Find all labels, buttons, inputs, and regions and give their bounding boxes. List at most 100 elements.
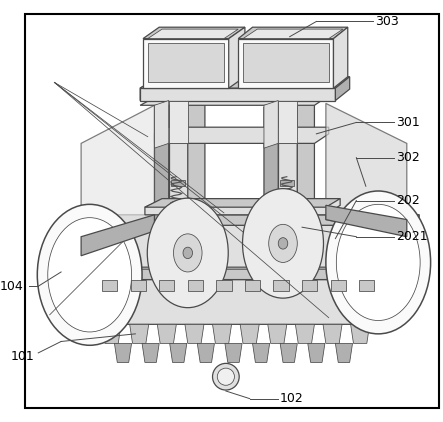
Ellipse shape — [242, 189, 323, 298]
Polygon shape — [359, 279, 374, 291]
Polygon shape — [350, 325, 369, 344]
Polygon shape — [280, 180, 295, 186]
Polygon shape — [213, 325, 232, 344]
Polygon shape — [148, 29, 238, 39]
Ellipse shape — [37, 204, 142, 345]
Polygon shape — [264, 100, 278, 148]
Polygon shape — [131, 279, 146, 291]
Polygon shape — [145, 199, 340, 207]
Polygon shape — [95, 215, 407, 225]
Polygon shape — [334, 27, 348, 88]
Polygon shape — [145, 199, 340, 215]
Polygon shape — [188, 279, 203, 291]
Polygon shape — [326, 103, 407, 237]
Polygon shape — [88, 279, 388, 325]
Polygon shape — [373, 299, 392, 310]
Text: 301: 301 — [396, 116, 420, 129]
Polygon shape — [102, 325, 121, 344]
Polygon shape — [264, 100, 278, 231]
Polygon shape — [268, 325, 287, 344]
Polygon shape — [323, 325, 342, 344]
Polygon shape — [155, 127, 329, 143]
Polygon shape — [102, 279, 117, 291]
Polygon shape — [278, 100, 297, 225]
Polygon shape — [278, 100, 297, 143]
Polygon shape — [240, 325, 259, 344]
Polygon shape — [69, 237, 81, 265]
Polygon shape — [245, 279, 260, 291]
Polygon shape — [143, 39, 229, 88]
Text: 102: 102 — [280, 392, 304, 405]
Polygon shape — [326, 205, 407, 237]
Polygon shape — [197, 344, 214, 362]
Polygon shape — [392, 215, 407, 247]
Text: 104: 104 — [0, 280, 23, 293]
Polygon shape — [373, 269, 388, 303]
Polygon shape — [142, 344, 159, 362]
Polygon shape — [81, 225, 407, 267]
Polygon shape — [373, 316, 392, 327]
Polygon shape — [114, 344, 132, 362]
Polygon shape — [407, 215, 419, 243]
Polygon shape — [335, 77, 350, 100]
Polygon shape — [169, 100, 188, 143]
Ellipse shape — [336, 204, 420, 321]
Polygon shape — [81, 215, 155, 256]
Ellipse shape — [213, 363, 239, 390]
Polygon shape — [188, 91, 205, 225]
Polygon shape — [140, 88, 329, 105]
Polygon shape — [297, 91, 315, 225]
Ellipse shape — [147, 198, 228, 308]
Polygon shape — [229, 27, 245, 88]
Polygon shape — [238, 39, 334, 88]
Polygon shape — [170, 344, 187, 362]
Polygon shape — [140, 77, 350, 88]
Polygon shape — [216, 279, 232, 291]
Polygon shape — [169, 100, 188, 225]
Polygon shape — [243, 43, 329, 82]
Polygon shape — [157, 325, 176, 344]
Text: 302: 302 — [396, 151, 420, 164]
Text: 101: 101 — [11, 350, 35, 363]
Polygon shape — [155, 100, 169, 231]
Ellipse shape — [278, 238, 288, 249]
Polygon shape — [308, 344, 325, 362]
Polygon shape — [155, 100, 169, 148]
Polygon shape — [225, 344, 242, 362]
Polygon shape — [373, 290, 392, 301]
Ellipse shape — [174, 234, 202, 272]
Polygon shape — [330, 279, 346, 291]
Polygon shape — [81, 105, 155, 256]
Polygon shape — [69, 237, 95, 246]
Polygon shape — [302, 279, 317, 291]
Ellipse shape — [269, 225, 297, 262]
Polygon shape — [253, 344, 270, 362]
Text: 202: 202 — [396, 194, 420, 207]
Polygon shape — [185, 325, 204, 344]
Polygon shape — [143, 27, 245, 39]
Polygon shape — [373, 281, 392, 293]
Polygon shape — [295, 325, 315, 344]
Polygon shape — [155, 88, 329, 97]
Polygon shape — [159, 279, 175, 291]
Polygon shape — [140, 88, 335, 100]
Ellipse shape — [48, 218, 132, 332]
Polygon shape — [373, 307, 392, 319]
Polygon shape — [140, 77, 159, 100]
Polygon shape — [273, 279, 289, 291]
Polygon shape — [162, 223, 193, 229]
Polygon shape — [335, 344, 353, 362]
Polygon shape — [102, 269, 388, 279]
Polygon shape — [171, 180, 185, 186]
Polygon shape — [280, 344, 297, 362]
Ellipse shape — [183, 247, 193, 259]
Polygon shape — [243, 29, 343, 39]
Ellipse shape — [217, 368, 234, 385]
Text: 2021: 2021 — [396, 230, 428, 243]
Polygon shape — [148, 43, 224, 82]
Polygon shape — [392, 215, 419, 225]
Polygon shape — [272, 223, 302, 229]
Text: 303: 303 — [375, 15, 399, 28]
Ellipse shape — [326, 191, 431, 334]
Polygon shape — [238, 27, 348, 39]
